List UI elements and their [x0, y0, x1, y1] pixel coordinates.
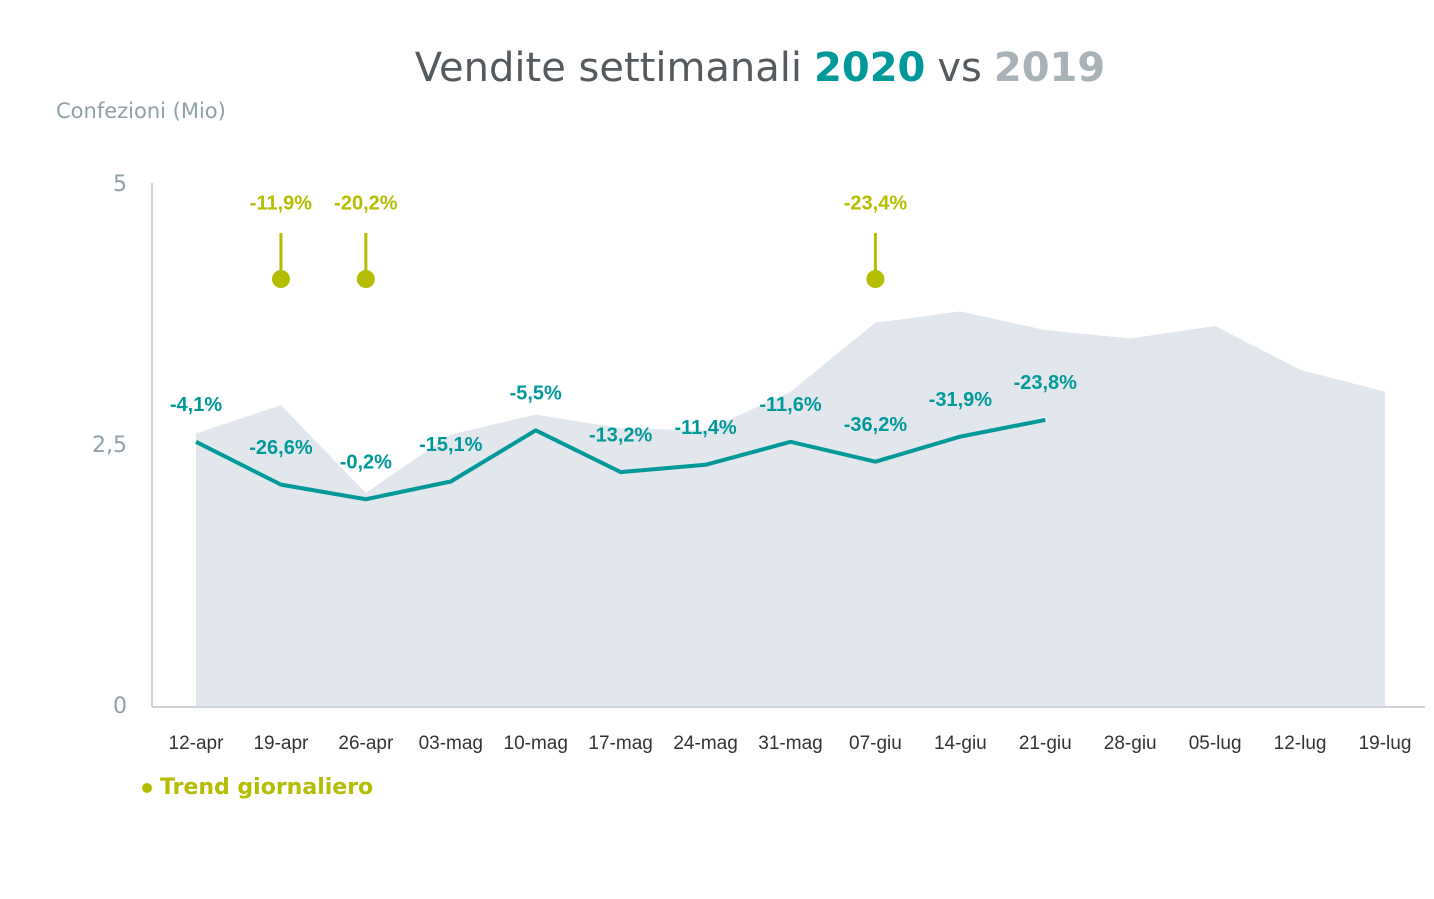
change-label: -4,1%: [170, 394, 222, 416]
x-tick-label: 31-mag: [758, 733, 822, 754]
change-label: -26,6%: [249, 437, 313, 459]
x-tick-label: 19-lug: [1359, 733, 1412, 754]
x-tick-label: 10-mag: [504, 733, 568, 754]
change-label: -23,8%: [1014, 372, 1078, 394]
trend-dot: [866, 270, 885, 288]
area-2019: [196, 311, 1385, 707]
change-label: -31,9%: [929, 389, 993, 411]
trend-dot: [356, 270, 375, 288]
trend-label: -20,2%: [334, 192, 398, 214]
change-label: -13,2%: [589, 424, 653, 446]
x-tick-label: 05-lug: [1189, 733, 1242, 754]
x-tick-label: 07-giu: [849, 733, 902, 754]
change-label: -0,2%: [340, 452, 392, 474]
x-tick-label: 28-giu: [1104, 733, 1157, 754]
legend-dot: [142, 783, 152, 793]
x-tick-label: 14-giu: [934, 733, 987, 754]
trend-label: -23,4%: [844, 192, 908, 214]
change-label: -36,2%: [844, 414, 908, 436]
x-tick-label: 03-mag: [419, 733, 483, 754]
chart-title: Vendite settimanali 2020 vs 2019: [415, 45, 1105, 91]
x-tick-label: 26-apr: [338, 733, 394, 754]
x-tick-label: 19-apr: [253, 733, 309, 754]
x-tick-label: 17-mag: [588, 733, 652, 754]
title-part: 2019: [994, 45, 1105, 91]
title-part: Vendite settimanali: [415, 45, 802, 91]
change-label: -5,5%: [510, 383, 562, 405]
change-label: -11,6%: [759, 394, 821, 416]
x-tick-label: 24-mag: [673, 733, 737, 754]
legend-label: Trend giornaliero: [160, 775, 373, 800]
change-label: -15,1%: [419, 434, 483, 456]
x-tick-label: 21-giu: [1019, 733, 1072, 754]
line-2020: [195, 417, 1046, 502]
title-part: vs: [937, 45, 982, 91]
y-tick-label: 0: [113, 694, 127, 719]
y-axis-label: Confezioni (Mio): [56, 99, 226, 123]
x-tick-label: 12-lug: [1274, 733, 1327, 754]
y-tick-label: 2,5: [92, 433, 127, 458]
trend-dot: [271, 270, 290, 288]
title-part: 2020: [814, 45, 925, 91]
trend-label: -11,9%: [250, 192, 312, 214]
y-tick-label: 5: [113, 172, 127, 197]
change-label: -11,4%: [674, 417, 736, 439]
x-tick-label: 12-apr: [169, 733, 225, 754]
